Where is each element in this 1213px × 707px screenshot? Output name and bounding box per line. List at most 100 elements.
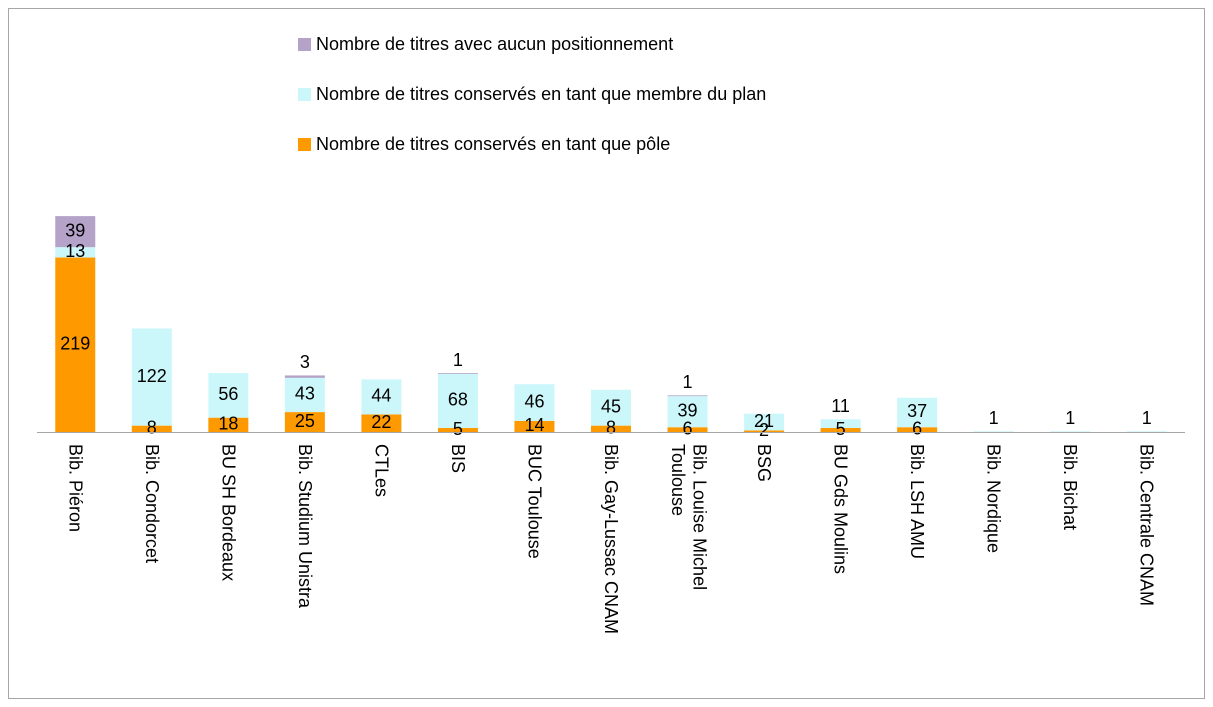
bar-segment [1050, 431, 1091, 432]
value-label: 1 [1142, 408, 1152, 428]
legend-swatch [298, 38, 311, 51]
x-tick-group: Bib. LSH AMU [907, 444, 927, 559]
x-tick-label: Bib. Studium Unistra [295, 444, 315, 609]
bar-segment [437, 373, 478, 374]
x-tick-group: BU Gds Moulins [831, 444, 851, 574]
value-label: 122 [137, 366, 167, 386]
value-label: 46 [524, 391, 544, 411]
bar-segment [820, 419, 861, 429]
bar-segment [437, 373, 478, 429]
chart-frame [8, 8, 1205, 699]
legend-label: Nombre de titres conservés en tant que m… [316, 84, 766, 104]
x-tick-group: BU SH Bordeaux [218, 444, 238, 581]
legend-swatch [298, 88, 311, 101]
value-label: 5 [836, 419, 846, 439]
value-label: 39 [678, 400, 698, 420]
bar-segment [667, 395, 708, 397]
x-tick-group: Bib. Gay-Lussac CNAM [601, 444, 621, 634]
value-label: 43 [295, 384, 315, 404]
bar-segment [667, 427, 708, 432]
value-label: 1 [683, 372, 693, 392]
legend-label: Nombre de titres avec aucun positionneme… [316, 34, 673, 54]
bar-segment [284, 377, 325, 413]
value-label: 68 [448, 390, 468, 410]
value-label: 25 [295, 411, 315, 431]
x-tick-label: BU SH Bordeaux [218, 444, 238, 581]
bar-segment [514, 384, 555, 421]
value-label: 6 [912, 418, 922, 438]
bar-segment [131, 425, 172, 432]
value-label: 44 [371, 386, 391, 406]
bar-segment [361, 379, 402, 415]
bar-segment [55, 257, 96, 432]
x-tick-group: CTLes [371, 444, 391, 497]
x-tick-label: Bib. Nordique [984, 444, 1004, 553]
x-tick-group: Bib. Piéron [65, 444, 85, 532]
x-tick-label: Bib. Condorcet [142, 444, 162, 563]
x-tick-label: Bib. Piéron [65, 444, 85, 532]
value-label: 1 [989, 408, 999, 428]
x-tick-label: Bib. Bichat [1060, 444, 1080, 530]
bar-segment [208, 417, 249, 432]
x-tick-group: Bib. Condorcet [142, 444, 162, 563]
x-tick-group: BUC Toulouse [524, 444, 544, 559]
value-label: 8 [606, 418, 616, 438]
x-tick-group: BIS [448, 444, 468, 473]
bar-segment [897, 397, 938, 428]
value-label: 6 [683, 418, 693, 438]
value-label: 219 [60, 334, 90, 354]
x-tick-group: Bib. Nordique [984, 444, 1004, 553]
value-label: 5 [453, 419, 463, 439]
x-tick-line: Toulouse [668, 444, 688, 516]
bar-segment [361, 414, 402, 432]
x-tick-label: Bib. Louise MichelToulouse [668, 444, 710, 590]
bar-segment [591, 425, 631, 432]
x-tick-label: BIS [448, 444, 468, 473]
legend-label: Nombre de titres conservés en tant que p… [316, 134, 670, 154]
bar-segment [284, 375, 325, 378]
bar-segment [897, 427, 938, 432]
x-tick-group: Bib. Studium Unistra [295, 444, 315, 609]
value-label: 3 [300, 352, 310, 372]
bar-segment [437, 428, 478, 432]
x-tick-label: BUC Toulouse [524, 444, 544, 559]
bar-segment [973, 431, 1014, 432]
bar-segment [514, 420, 555, 432]
bar-segment [55, 247, 96, 258]
bar-segment [591, 389, 631, 426]
x-tick-label: BU Gds Moulins [831, 444, 851, 574]
bar-segment [667, 396, 708, 428]
value-label: 18 [218, 414, 238, 434]
value-label: 56 [218, 384, 238, 404]
bar-segment [55, 216, 96, 248]
x-tick-line: Bib. Louise Michel [690, 444, 710, 590]
bar-segment [744, 430, 785, 432]
value-label: 45 [601, 396, 621, 416]
bar-segment [208, 373, 249, 418]
value-label: 37 [907, 401, 927, 421]
bar-segment [744, 413, 785, 431]
x-tick-group: BSG [754, 444, 774, 482]
x-tick-group: Bib. Centrale CNAM [1137, 444, 1157, 606]
value-label: 1 [453, 350, 463, 370]
value-label: 21 [754, 411, 774, 431]
value-label: 14 [524, 415, 544, 435]
x-tick-group: Bib. Louise MichelToulouse [668, 444, 710, 590]
bar-segment [820, 428, 861, 432]
bar-segment [284, 412, 325, 432]
value-label: 11 [831, 396, 850, 416]
value-label: 39 [65, 220, 85, 240]
x-tick-label: BSG [754, 444, 774, 482]
legend-swatch [298, 138, 311, 151]
x-tick-label: CTLes [371, 444, 391, 497]
value-label: 1 [1065, 408, 1075, 428]
x-tick-group: Bib. Bichat [1060, 444, 1080, 530]
x-tick-label: Bib. LSH AMU [907, 444, 927, 559]
x-tick-label: Bib. Gay-Lussac CNAM [601, 444, 621, 634]
value-label: 22 [371, 412, 391, 432]
value-label: 8 [147, 418, 157, 438]
x-tick-label: Bib. Centrale CNAM [1137, 444, 1157, 606]
value-label: 13 [65, 241, 85, 261]
bar-segment [131, 328, 172, 426]
